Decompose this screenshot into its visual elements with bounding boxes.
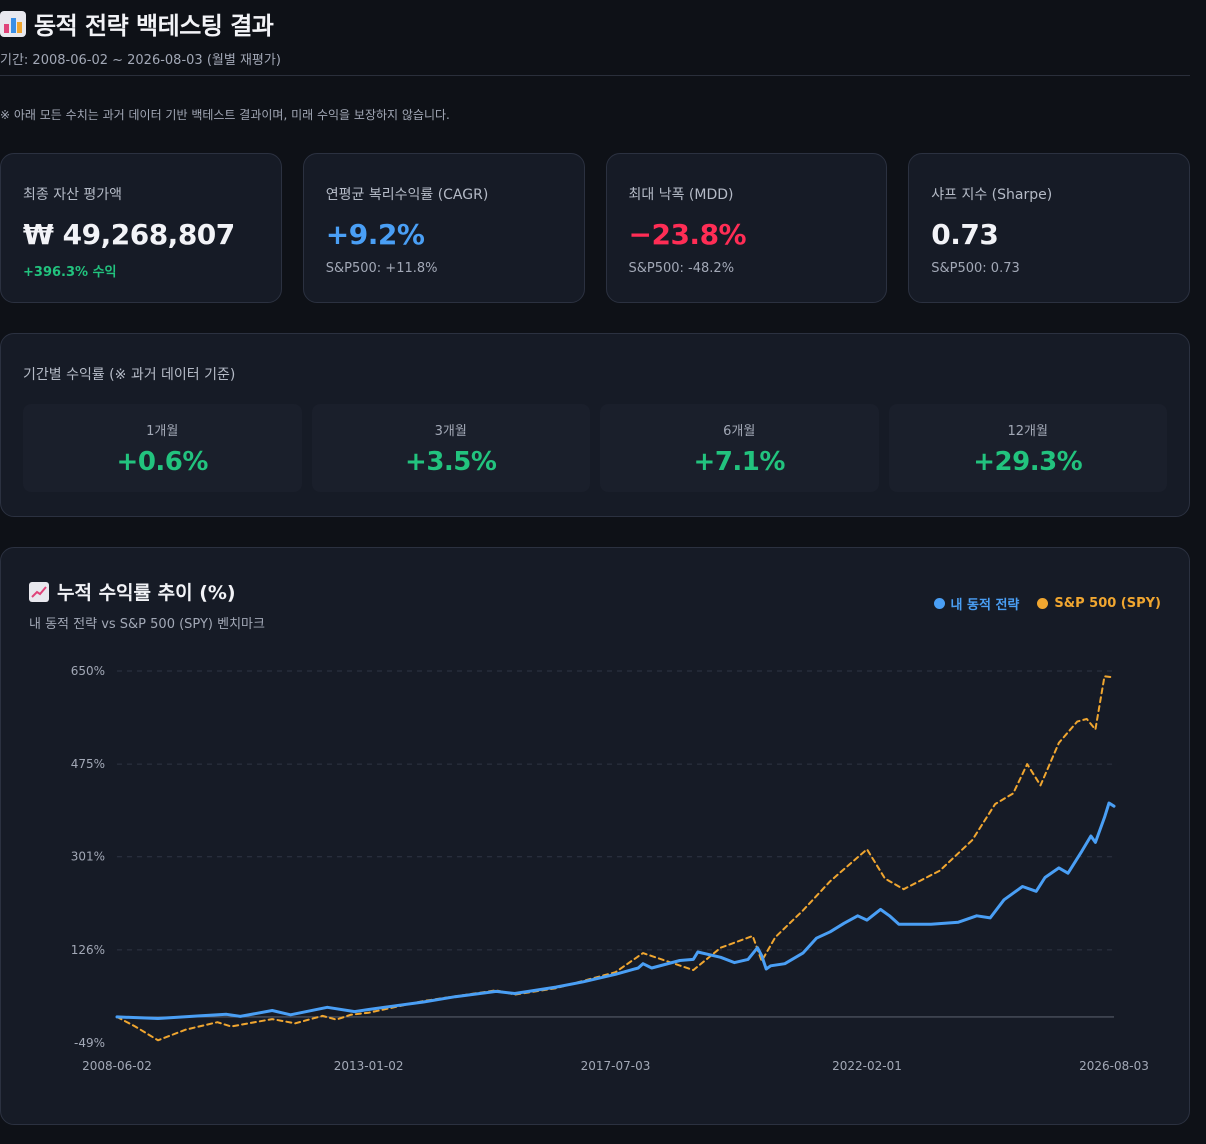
- chart-legend: 내 동적 전략 S&P 500 (SPY): [933, 594, 1161, 613]
- kpi-label: 최대 낙폭 (MDD): [628, 187, 734, 203]
- series-line-spy: [116, 675, 1115, 1042]
- page-header: 동적 전략 백테스팅 결과 기간: 2008-06-02 ~ 2026-08-0…: [0, 6, 281, 68]
- kpi-sub: S&P500: +11.8%: [325, 261, 438, 276]
- kpi-card-sharpe: 샤프 지수 (Sharpe) 0.73 S&P500: 0.73: [908, 153, 1190, 303]
- kpi-value: 0.73: [931, 218, 999, 251]
- period-return-3m: 3개월 +3.5%: [311, 404, 590, 492]
- period-label: 12개월: [1007, 424, 1048, 439]
- chart-header: 누적 수익률 추이 (%) 내 동적 전략 vs S&P 500 (SPY) 벤…: [29, 578, 265, 632]
- chart-subtitle: 내 동적 전략 vs S&P 500 (SPY) 벤치마크: [29, 617, 265, 632]
- period-label: 6개월: [723, 424, 756, 439]
- period-return-12m: 12개월 +29.3%: [888, 404, 1167, 492]
- disclaimer-text: ※ 아래 모든 수치는 과거 데이터 기반 백테스트 결과이며, 미래 수익을 …: [0, 108, 450, 122]
- y-tick-label: 126%: [71, 943, 105, 957]
- x-tick-label: 2013-01-02: [334, 1059, 404, 1073]
- header-divider: [0, 75, 1190, 76]
- period-label: 1개월: [146, 424, 179, 439]
- kpi-card-final-value: 최종 자산 평가액 ₩ 49,268,807 +396.3% 수익: [0, 153, 282, 303]
- cumulative-return-chart: 650% 475% 301% 126% -49% 2008-06-02 2013-01-02…: [71, 664, 1149, 1073]
- series-line-strategy: [115, 801, 1116, 1020]
- kpi-card-mdd: 최대 낙폭 (MDD) −23.8% S&P500: -48.2%: [605, 153, 888, 303]
- kpi-card-cagr: 연평균 복리수익률 (CAGR) +9.2% S&P500: +11.8%: [302, 153, 585, 303]
- y-tick-label: 650%: [71, 664, 105, 678]
- kpi-label: 연평균 복리수익률 (CAGR): [325, 187, 489, 203]
- kpi-value: ₩ 49,268,807: [23, 218, 235, 251]
- kpi-label: 샤프 지수 (Sharpe): [931, 187, 1053, 203]
- page-title: 동적 전략 백테스팅 결과: [34, 12, 274, 40]
- legend-label: 내 동적 전략: [950, 598, 1020, 613]
- period-returns-title: 기간별 수익률 (※ 과거 데이터 기준): [23, 367, 236, 383]
- chart-title-row: 누적 수익률 추이 (%): [29, 578, 265, 605]
- period-return-6m: 6개월 +7.1%: [600, 404, 879, 492]
- period-returns-card: 기간별 수익률 (※ 과거 데이터 기준) 1개월 +0.6% 3개월 +3.5…: [0, 333, 1190, 517]
- kpi-value: −23.8%: [628, 218, 747, 251]
- x-tick-label: 2026-08-03: [1079, 1059, 1149, 1073]
- y-tick-label: -49%: [74, 1036, 105, 1050]
- title-row: 동적 전략 백테스팅 결과: [0, 6, 281, 41]
- legend-item-strategy[interactable]: 내 동적 전략: [933, 594, 1020, 613]
- period-value: +7.1%: [693, 447, 786, 477]
- x-tick-label: 2017-07-03: [581, 1059, 651, 1073]
- bar-chart-icon: [0, 10, 26, 37]
- period-value: +29.3%: [973, 447, 1083, 477]
- kpi-row: 최종 자산 평가액 ₩ 49,268,807 +396.3% 수익 연평균 복리…: [0, 153, 1190, 303]
- x-tick-label: 2008-06-02: [82, 1059, 152, 1073]
- line-chart-icon: [29, 581, 49, 602]
- cumulative-return-chart-card: 650% 475% 301% 126% -49% 2008-06-02 2013-01-02…: [0, 547, 1190, 1125]
- legend-item-spy[interactable]: S&P 500 (SPY): [1037, 594, 1161, 613]
- period-value: +0.6%: [116, 447, 209, 477]
- x-tick-label: 2022-02-01: [832, 1059, 902, 1073]
- kpi-sub: S&P500: -48.2%: [628, 261, 735, 276]
- y-tick-label: 475%: [71, 757, 105, 771]
- kpi-sub: +396.3% 수익: [23, 265, 117, 280]
- kpi-value: +9.2%: [325, 218, 425, 251]
- legend-dot: [933, 598, 945, 609]
- period-return-1m: 1개월 +0.6%: [23, 404, 302, 492]
- y-tick-label: 301%: [71, 850, 105, 864]
- legend-label: S&P 500 (SPY): [1054, 596, 1161, 611]
- kpi-sub: S&P500: 0.73: [931, 261, 1020, 276]
- legend-dot: [1037, 598, 1049, 609]
- kpi-label: 최종 자산 평가액: [23, 187, 123, 203]
- period-value: +3.5%: [405, 447, 497, 477]
- chart-title: 누적 수익률 추이 (%): [57, 582, 236, 604]
- backtest-period: 기간: 2008-06-02 ~ 2026-08-03 (월별 재평가): [0, 53, 281, 68]
- period-label: 3개월: [434, 424, 467, 439]
- period-returns-grid: 1개월 +0.6% 3개월 +3.5% 6개월 +7.1% 12개월 +29.3…: [23, 404, 1167, 492]
